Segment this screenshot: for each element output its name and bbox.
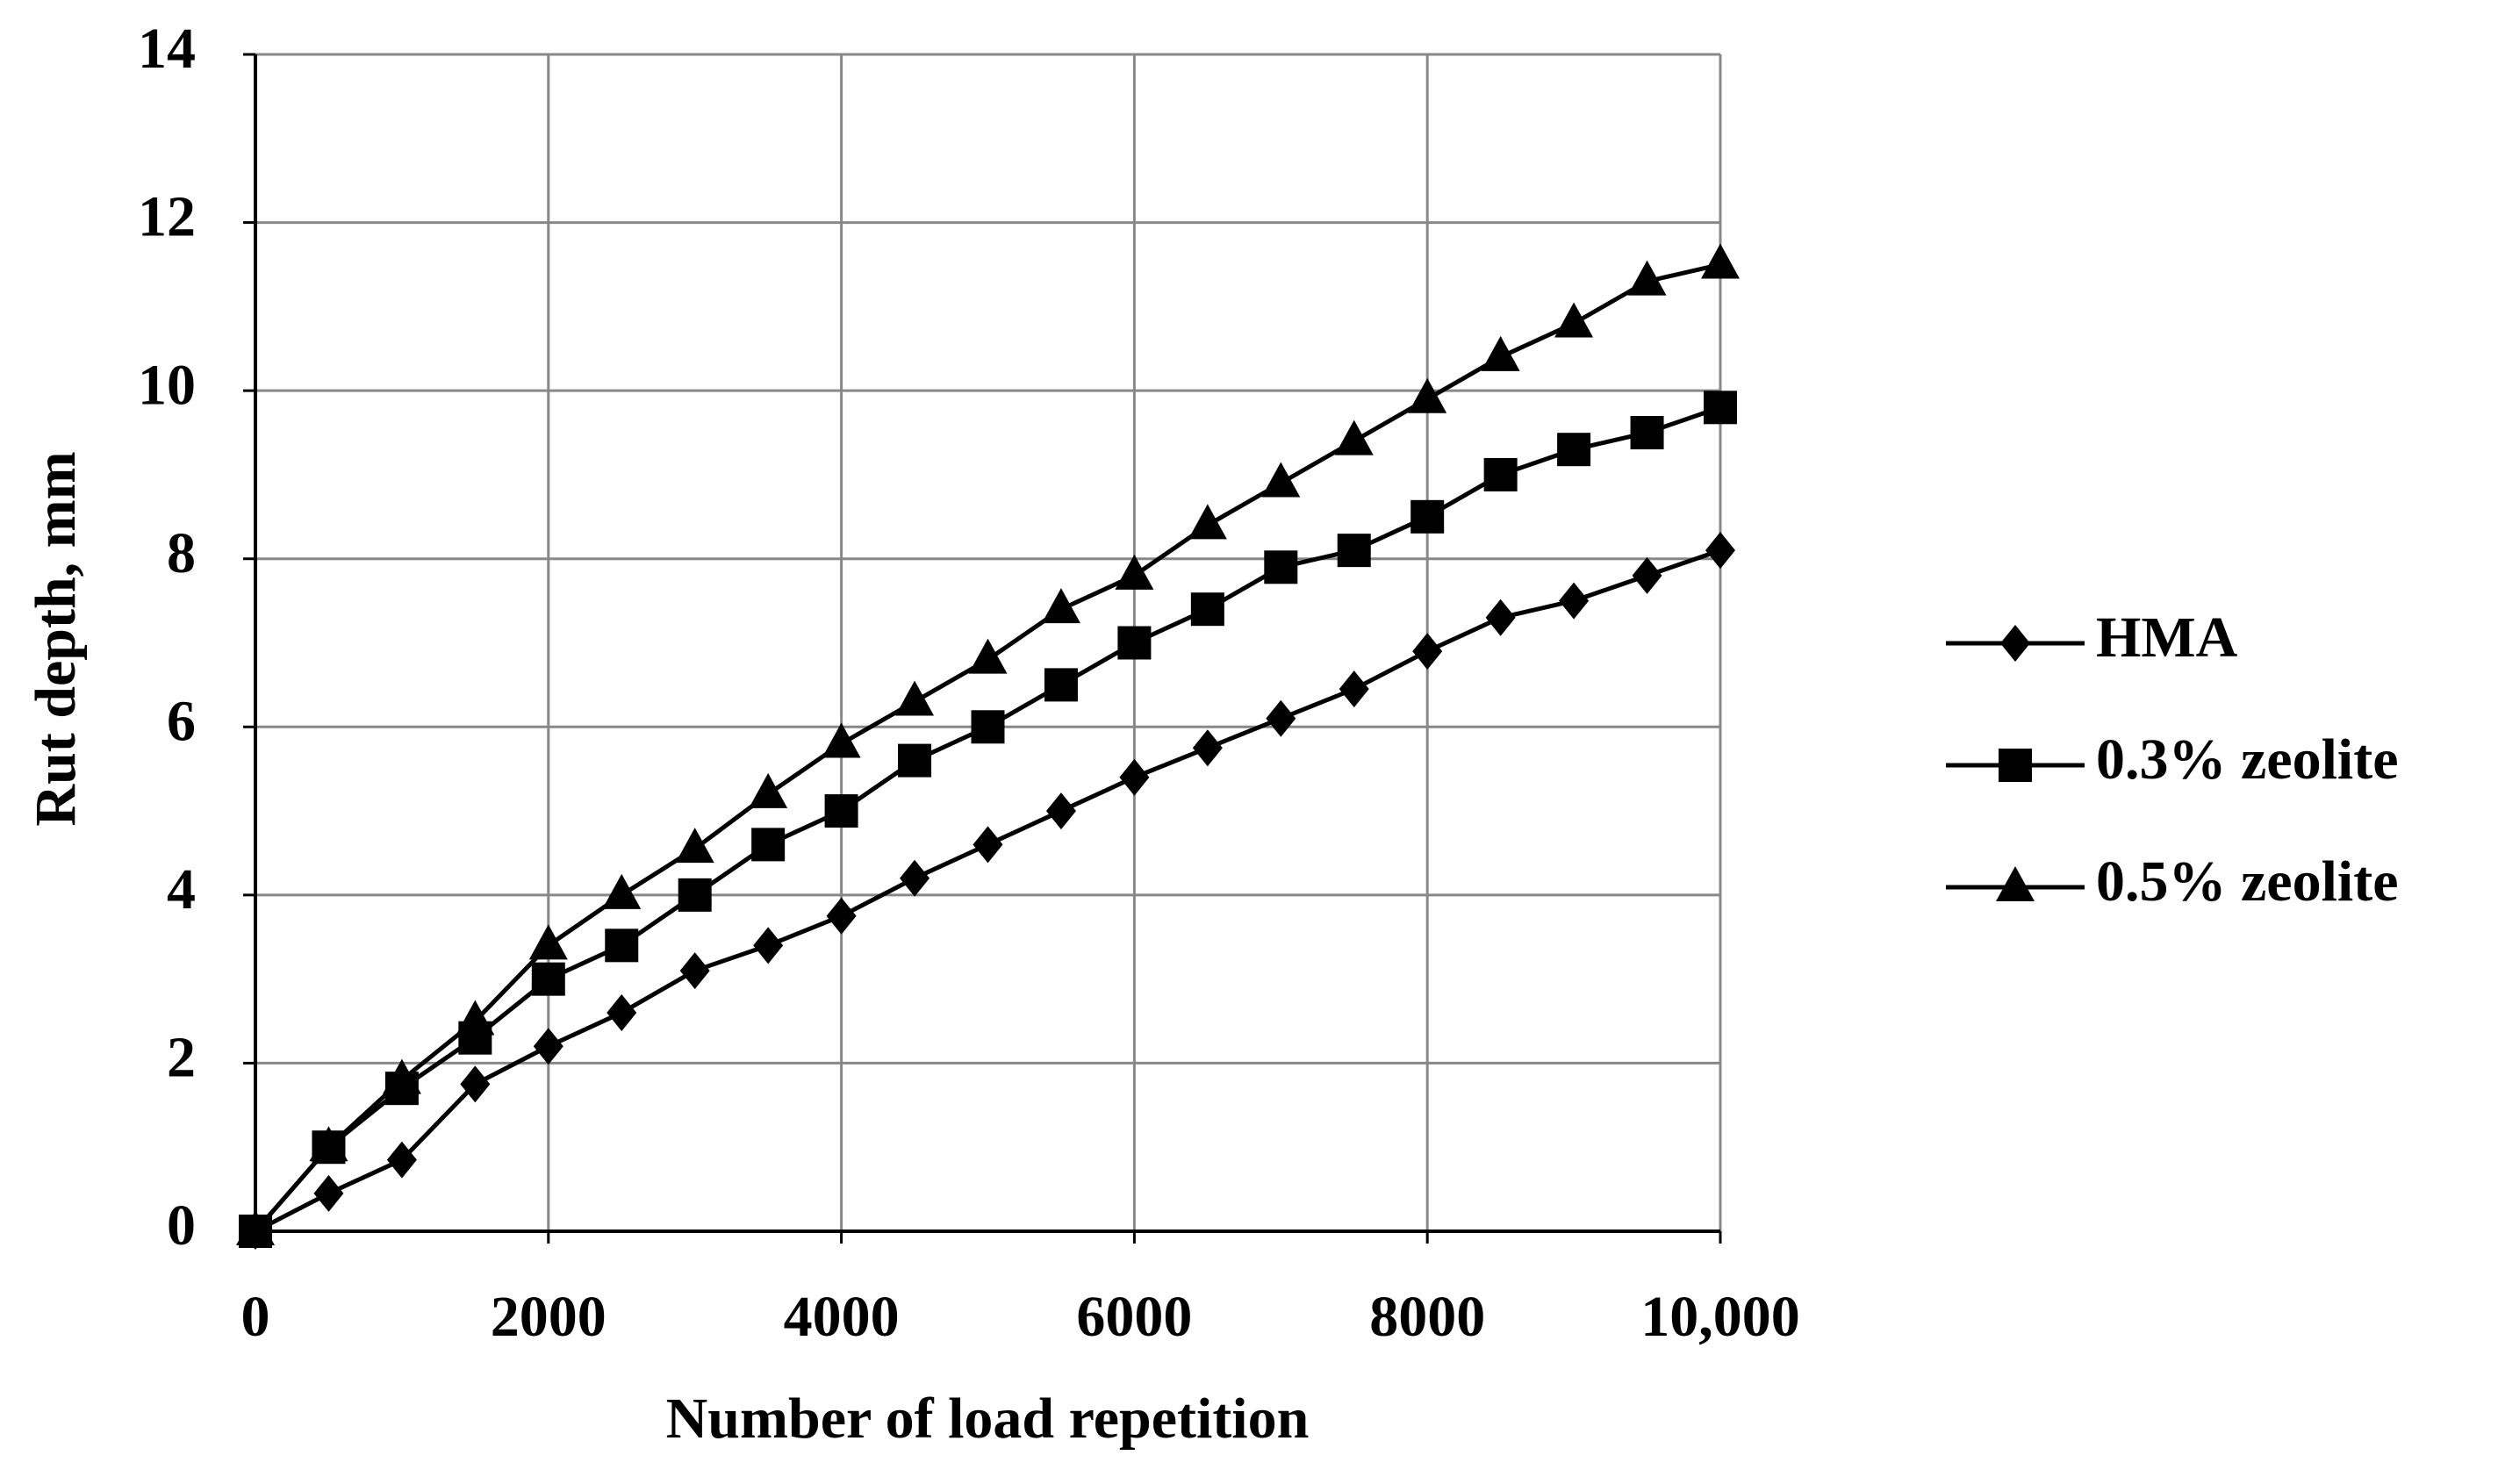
- data-point: [1632, 556, 1662, 594]
- data-point: [826, 897, 857, 935]
- data-point: [971, 710, 1005, 744]
- legend-label: 0.5% zeolite: [2096, 850, 2399, 914]
- y-tick-label: 14: [138, 17, 196, 81]
- y-tick-label: 12: [138, 185, 196, 249]
- y-tick-label: 4: [167, 857, 196, 921]
- x-tick-label: 10,000: [1640, 1285, 1800, 1349]
- data-point: [749, 772, 788, 808]
- legend-label: 0.3% zeolite: [2096, 728, 2399, 792]
- data-point: [1044, 668, 1078, 702]
- data-point: [1334, 419, 1374, 455]
- legend-marker: [2000, 625, 2030, 662]
- data-point: [533, 1028, 563, 1065]
- data-point: [968, 638, 1008, 674]
- y-tick-label: 2: [167, 1026, 196, 1090]
- data-point: [1704, 391, 1737, 425]
- data-point: [1410, 499, 1445, 534]
- x-tick-label: 0: [241, 1285, 270, 1349]
- data-point: [313, 1174, 344, 1212]
- data-point: [607, 993, 637, 1031]
- x-tick-label: 8000: [1369, 1285, 1485, 1349]
- data-point: [605, 928, 639, 963]
- data-point: [1630, 416, 1664, 450]
- x-axis-title: Number of load repetition: [666, 1387, 1310, 1451]
- data-point: [1339, 670, 1369, 708]
- data-point: [973, 826, 1003, 864]
- y-tick-label: 8: [167, 521, 196, 585]
- data-point: [1408, 377, 1447, 413]
- data-point: [1266, 699, 1296, 737]
- data-point: [751, 828, 786, 862]
- data-point: [753, 927, 784, 964]
- legend-marker: [1999, 749, 2032, 782]
- data-point: [460, 1065, 491, 1103]
- data-point: [1045, 792, 1076, 830]
- x-tick-label: 2000: [491, 1285, 607, 1349]
- data-point: [1117, 626, 1152, 660]
- legend-label: HMA: [2096, 606, 2238, 670]
- data-point: [309, 1126, 348, 1162]
- data-point: [1041, 588, 1080, 624]
- data-point: [1554, 302, 1594, 338]
- y-tick-label: 10: [138, 353, 196, 417]
- data-point: [678, 878, 712, 912]
- data-point: [456, 1000, 495, 1036]
- data-point: [528, 924, 568, 960]
- data-point: [1192, 729, 1223, 767]
- data-point: [900, 859, 930, 897]
- data-point: [1115, 554, 1154, 590]
- data-point: [1483, 457, 1518, 491]
- data-point: [1190, 592, 1224, 627]
- data-point: [1481, 335, 1520, 371]
- data-point: [1119, 758, 1150, 796]
- data-point: [895, 680, 935, 716]
- x-tick-label: 6000: [1076, 1285, 1192, 1349]
- x-tick-label: 4000: [784, 1285, 900, 1349]
- data-point: [1412, 633, 1443, 670]
- data-point: [1705, 532, 1735, 570]
- data-point: [824, 794, 858, 828]
- data-point: [602, 873, 642, 909]
- data-point: [236, 1210, 275, 1245]
- data-point: [675, 828, 714, 864]
- data-point: [1627, 260, 1667, 296]
- data-point: [1261, 462, 1301, 498]
- data-point: [822, 722, 861, 758]
- legend-marker: [1996, 866, 2035, 901]
- data-point: [382, 1058, 421, 1094]
- y-tick-label: 6: [167, 689, 196, 753]
- data-point: [1264, 550, 1298, 584]
- data-point: [531, 962, 565, 996]
- data-point: [1559, 582, 1590, 620]
- series-line: [254, 405, 1721, 1233]
- y-tick-label: 0: [167, 1194, 196, 1258]
- y-axis-title: Rut depth, mm: [24, 451, 88, 826]
- data-point: [1485, 599, 1516, 636]
- data-point: [1701, 243, 1740, 279]
- data-point: [679, 952, 710, 990]
- data-point: [1188, 504, 1227, 540]
- data-point: [386, 1141, 417, 1179]
- data-point: [1337, 534, 1371, 568]
- data-point: [1557, 433, 1591, 467]
- data-point: [898, 743, 932, 778]
